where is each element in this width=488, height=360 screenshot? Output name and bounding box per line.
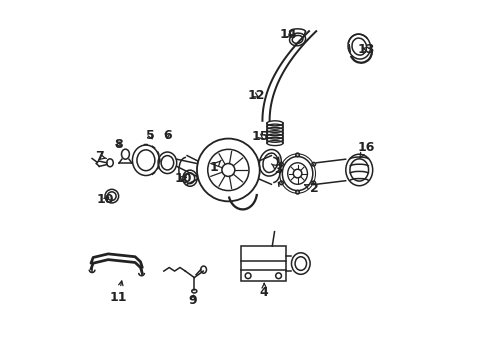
- Text: 16: 16: [357, 141, 374, 157]
- Text: 2: 2: [304, 183, 318, 195]
- Text: 14: 14: [279, 28, 296, 41]
- Text: 13: 13: [357, 42, 374, 55]
- Text: 10: 10: [174, 172, 192, 185]
- Text: 11: 11: [109, 281, 127, 304]
- Text: 4: 4: [259, 283, 268, 300]
- Text: 8: 8: [114, 138, 122, 150]
- Text: 6: 6: [163, 129, 171, 142]
- Text: 12: 12: [247, 89, 264, 102]
- Text: 5: 5: [145, 129, 154, 142]
- Text: 1: 1: [209, 160, 221, 174]
- Text: 10: 10: [97, 193, 114, 206]
- Text: 15: 15: [251, 130, 269, 144]
- Text: 7: 7: [95, 150, 106, 163]
- Text: 9: 9: [188, 294, 196, 307]
- Text: 3: 3: [271, 163, 282, 176]
